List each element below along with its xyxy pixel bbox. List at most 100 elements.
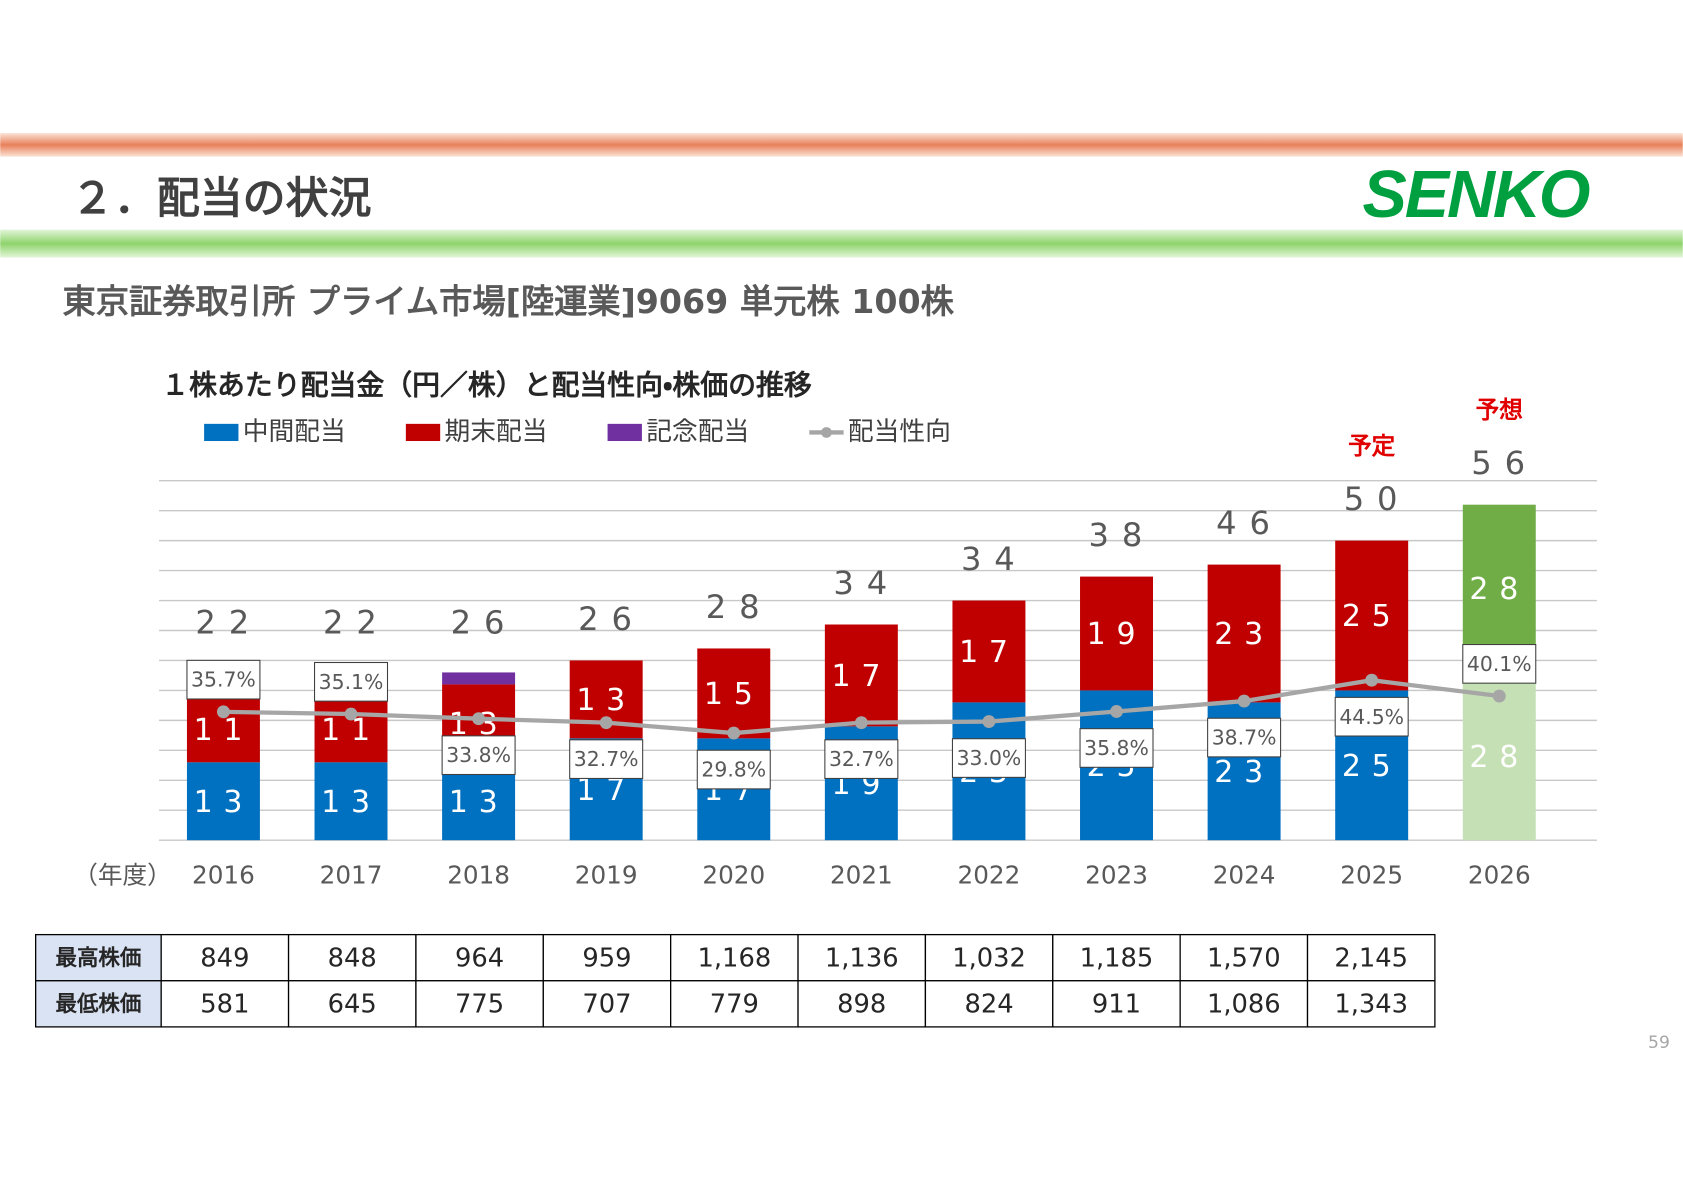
legend-label: 配当性向 [848,417,951,447]
bar-segment [186,762,260,841]
table-cell [1052,980,1181,1028]
segment-label: 25 [1342,599,1402,634]
ratio-label: 32.7% [829,747,894,771]
ratio-label: 44.5% [1339,705,1404,729]
ratio-label: 35.1% [319,670,384,694]
ratio-point [1492,689,1506,703]
status-label: 予定 [1348,432,1396,460]
table-cell [1179,980,1309,1028]
bar-segment [824,624,898,727]
table-row-label: 最高株価 [56,946,142,971]
segment-label: 13 [194,785,254,820]
table-cell-text: 1,168 [697,943,771,973]
ratio-label-box [569,739,644,779]
ratio-label: 32.7% [574,747,639,771]
segment-label: 23 [1214,617,1274,652]
ratio-label-box [951,738,1026,778]
ratio-point [727,726,741,740]
table-cell-text: 849 [200,943,249,973]
table-cell [287,933,417,982]
bar-segment [314,696,388,763]
bar-segment [442,672,516,685]
table-cell-text: 645 [328,989,377,1019]
table-cell [1306,980,1436,1028]
legend-swatch [821,427,832,438]
total-label: 34 [961,540,1028,578]
segment-label: 19 [1087,617,1147,652]
segment-label: 13 [321,785,381,820]
table-cell-text: 707 [582,989,631,1019]
x-axis-label: （年度） [73,861,172,890]
table-cell-text: 848 [328,943,377,973]
total-label: 22 [195,604,262,642]
status-label: 予想 [1476,396,1524,424]
bar-segment [314,762,388,841]
ratio-label: 29.8% [701,758,766,782]
ratio-label-box [824,739,899,779]
table-header-cell [35,980,162,1028]
total-label: 34 [833,564,900,602]
chart-title: １株あたり配当金（円／株）と配当性向・株価の推移 [161,368,812,401]
x-tick-label: 2023 [1085,861,1148,890]
segment-label: 28 [1469,572,1529,607]
table-cell-text: 1,185 [1080,943,1154,973]
total-label: 56 [1471,444,1538,482]
segment-label: 13 [449,785,509,820]
segment-label: 23 [1214,755,1274,790]
ratio-point [472,712,486,726]
bar-segment [1335,540,1409,691]
ratio-label: 33.8% [446,743,511,767]
total-label: 26 [451,604,518,642]
total-label: 46 [1216,504,1283,542]
table-cell [160,933,290,982]
x-tick-label: 2016 [192,861,255,890]
header-stripe [0,229,1683,258]
table-cell-text: 959 [582,943,631,973]
x-tick-label: 2020 [702,861,765,890]
total-label: 22 [323,604,390,642]
ratio-label-box [1207,717,1282,758]
table-cell-text: 911 [1092,989,1141,1019]
ratio-label-box [1079,728,1154,768]
table-cell-text: 1,086 [1207,989,1281,1019]
table-cell-text: 775 [455,989,504,1019]
ratio-label-box [313,661,389,702]
table-cell-text: 824 [965,989,1014,1019]
x-tick-label: 2024 [1213,861,1276,890]
ratio-label: 35.7% [191,668,256,692]
segment-label: 28 [1469,740,1529,775]
segment-label: 11 [194,713,254,748]
table-cell-text: 1,570 [1207,943,1281,973]
legend-label: 記念配当 [646,417,749,447]
table-cell-text: 1,343 [1334,989,1408,1019]
x-tick-label: 2018 [447,861,510,890]
legend-label: 期末配当 [444,417,547,447]
subtitle: 東京証券取引所 プライム市場[陸運業]9069 単元株 100株 [62,282,954,321]
table-cell-text: 964 [455,943,504,973]
legend-swatch [405,423,441,442]
table-cell [160,980,290,1028]
bar-segment [952,600,1026,703]
ratio-point [216,705,230,719]
table-cell [797,980,927,1028]
table-cell [670,980,799,1028]
segment-label: 17 [959,635,1019,670]
total-label: 28 [706,588,773,626]
table-cell-text: 1,032 [952,943,1026,973]
ratio-label-box [1462,644,1537,684]
slide-title: ２．配当の状況 [71,174,371,224]
segment-label: 17 [832,659,892,694]
total-label: 26 [578,600,645,638]
segment-label: 13 [576,683,636,718]
table-cell-text: 898 [837,989,886,1019]
bar-segment [442,762,516,841]
total-label: 50 [1344,480,1411,518]
legend-label: 中間配当 [243,417,346,447]
x-tick-label: 2025 [1340,861,1403,890]
ratio-point [1365,673,1379,687]
header-stripe [0,133,1683,157]
table-cell-text: 779 [710,989,759,1019]
ratio-label-box [696,749,771,790]
